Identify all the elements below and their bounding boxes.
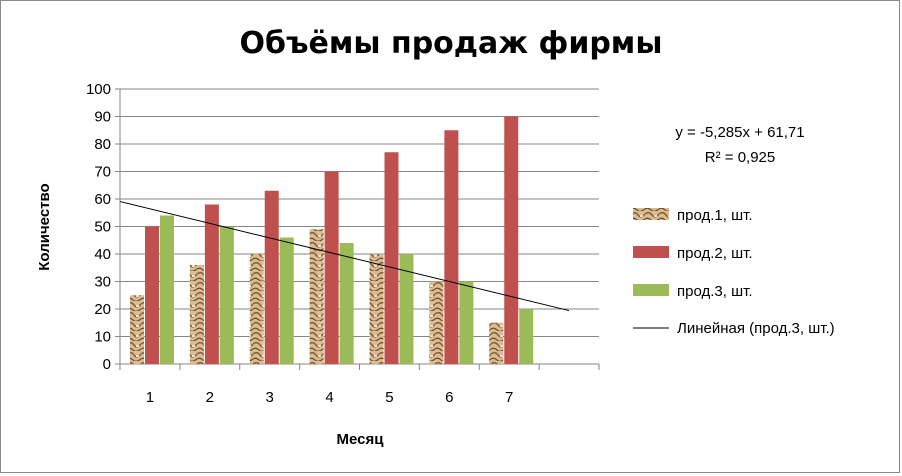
x-tick-label-4: 4 (325, 389, 333, 406)
y-tick-label-10: 100 (86, 81, 111, 98)
legend-label-series-2: прод.2, шт. (677, 245, 752, 262)
legend: прод.1, шт. прод.2, шт. прод.3, шт. Лине… (633, 207, 835, 337)
bar-series-2-month-5 (384, 152, 399, 364)
bar-series-3-month-1 (160, 215, 174, 364)
bar-series-2-month-2 (204, 204, 219, 364)
bar-series-1-month-2 (189, 265, 204, 364)
x-tick-label-1: 1 (146, 389, 154, 406)
bar-series-2-month-3 (264, 190, 279, 364)
x-tick-label-5: 5 (385, 389, 393, 406)
bars-group (130, 116, 534, 364)
bar-series-1-month-4 (309, 229, 324, 364)
y-tick-label-1: 10 (94, 329, 111, 346)
legend-swatch-series-1 (633, 208, 669, 220)
y-tick-label-6: 60 (94, 191, 111, 208)
bar-series-2-month-7 (504, 116, 519, 364)
y-tick-label-4: 40 (94, 246, 111, 263)
bar-series-3-month-2 (219, 226, 234, 364)
bar-series-1-month-5 (369, 254, 384, 364)
x-tick-label-7: 7 (505, 389, 513, 406)
bar-series-2-month-6 (444, 130, 459, 364)
y-tick-label-0: 0 (103, 356, 111, 373)
trendline (119, 201, 570, 312)
y-axis-title: Количество (36, 183, 53, 270)
chart-title: Объёмы продаж фирмы (240, 26, 663, 61)
y-tick-label-9: 90 (94, 109, 111, 126)
y-tick-label-5: 50 (94, 219, 111, 236)
x-tick-label-3: 3 (266, 389, 274, 406)
bar-series-1-month-1 (130, 295, 144, 364)
bar-series-3-month-3 (279, 237, 294, 364)
bar-series-3-month-7 (519, 309, 534, 364)
x-tick-label-2: 2 (206, 389, 214, 406)
legend-label-series-1: прод.1, шт. (677, 207, 752, 224)
bar-series-3-month-6 (459, 281, 474, 364)
bar-series-1-month-6 (429, 281, 444, 364)
y-tick-label-8: 80 (94, 136, 111, 153)
bar-series-2-month-1 (145, 226, 159, 364)
bar-series-3-month-4 (339, 243, 354, 364)
y-axis: 0 10 20 30 40 50 60 70 80 90 100 (86, 81, 120, 373)
trendline-equation: y = -5,285x + 61,71 (675, 124, 804, 141)
trendline-group (119, 201, 570, 312)
bar-series-1-month-7 (489, 322, 504, 364)
x-tick-label-6: 6 (445, 389, 453, 406)
trendline-r-squared: R² = 0,925 (705, 149, 775, 166)
y-tick-label-3: 30 (94, 274, 111, 291)
x-axis: 1 2 3 4 5 6 7 (119, 364, 600, 406)
bar-series-3-month-5 (399, 254, 414, 364)
legend-label-series-3: прод.3, шт. (677, 283, 752, 300)
legend-swatch-series-3 (633, 284, 669, 296)
legend-label-trendline: Линейная (прод.3, шт.) (677, 320, 835, 337)
bar-series-2-month-4 (324, 171, 339, 364)
y-tick-label-2: 20 (94, 301, 111, 318)
legend-swatch-series-2 (633, 246, 669, 258)
y-tick-label-7: 70 (94, 164, 111, 181)
bar-series-1-month-3 (249, 254, 264, 364)
x-axis-title: Месяц (337, 431, 385, 448)
